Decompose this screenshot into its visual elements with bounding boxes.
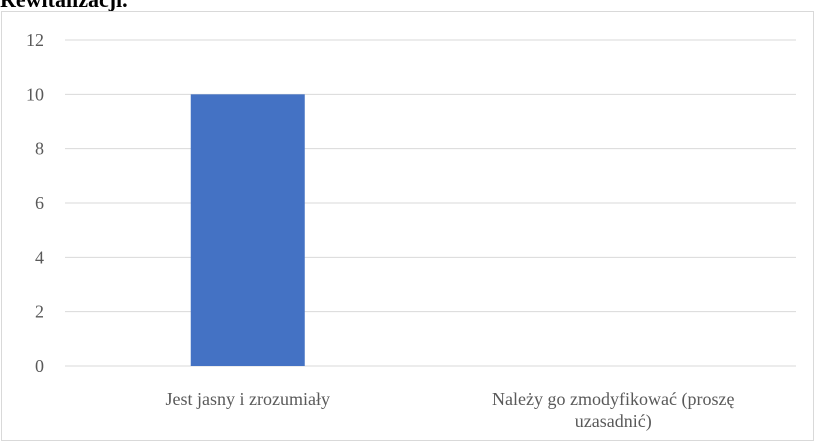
- x-category-label: Należy go zmodyfikować (proszę uzasadnić): [492, 389, 734, 432]
- y-tick-label: 12: [26, 30, 44, 50]
- y-tick-label: 10: [26, 84, 44, 104]
- chart-heading: Rewitalizacji.: [0, 0, 128, 13]
- y-tick-label: 8: [35, 139, 44, 159]
- bar: [190, 94, 305, 366]
- y-tick-label: 2: [35, 302, 44, 322]
- y-tick-label: 6: [35, 193, 44, 213]
- x-category-label: Jest jasny i zrozumiały: [166, 389, 330, 409]
- chart-frame: [1, 11, 814, 441]
- y-tick-label: 4: [35, 247, 44, 267]
- y-tick-label: 0: [35, 356, 44, 376]
